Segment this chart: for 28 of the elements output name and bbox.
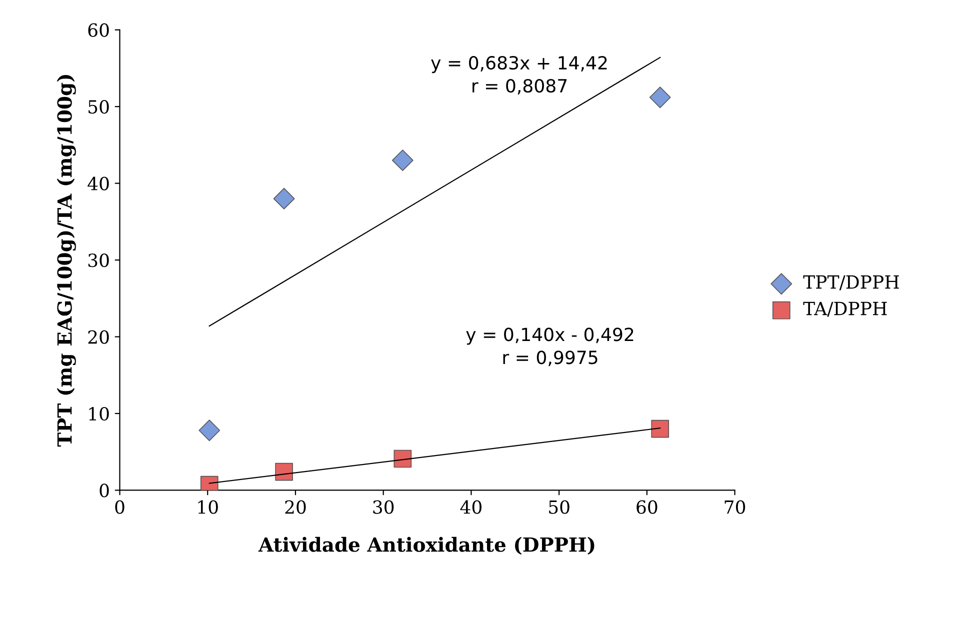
y-tick-label: 60 (88, 23, 109, 37)
point (649, 86, 671, 108)
x-tick-label: 40 (460, 500, 482, 514)
point (392, 150, 414, 172)
x-tick-label: 70 (724, 500, 746, 514)
annotation: y = 0,683x + 14,42 r = 0,8087 (431, 56, 607, 94)
legend-label: TPT/DPPH (803, 275, 899, 290)
point (198, 420, 220, 442)
y-tick-label: 10 (89, 406, 109, 421)
y-tick-label: 40 (88, 176, 109, 190)
x-tick-label: 10 (198, 500, 218, 514)
point (275, 462, 293, 481)
x-tick-label: 0 (115, 500, 124, 514)
point (394, 450, 412, 468)
point (651, 420, 670, 438)
x-tick-label: 20 (285, 500, 306, 514)
legend-label: TA/DPPH (803, 302, 887, 317)
y-tick-label: 20 (88, 330, 109, 344)
x-tick-label: 30 (373, 500, 394, 514)
x-tick-label: 50 (549, 500, 570, 514)
annotation: y = 0,140x - 0,492 r = 0,9975 (466, 328, 634, 366)
y-tick-label: 50 (88, 100, 109, 114)
point (273, 188, 295, 210)
x-tick-label: 60 (636, 500, 658, 514)
x-axis-title: Atividade Antioxidante (DPPH) (258, 536, 594, 555)
y-tick-label: 0 (100, 484, 109, 498)
y-axis-title: TPT (mg EAG/100g)/TA (mg/100g) (56, 75, 76, 447)
y-tick-label: 30 (88, 253, 109, 268)
